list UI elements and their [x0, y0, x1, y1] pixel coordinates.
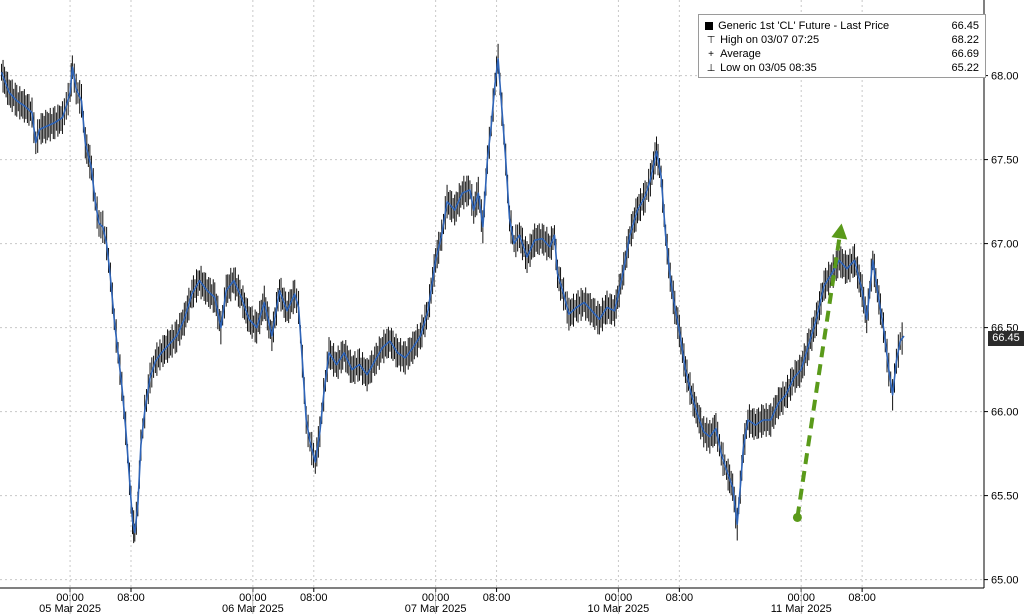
trend-arrow-head	[831, 223, 848, 240]
y-tick-label: 68.00	[991, 71, 1019, 83]
legend: Generic 1st 'CL' Future - Last Price 66.…	[698, 14, 986, 78]
legend-title-row: Generic 1st 'CL' Future - Last Price 66.…	[705, 19, 979, 33]
price-line	[0, 58, 905, 534]
low-icon: ⊥	[706, 63, 716, 74]
x-tick-time-label: 08:00	[300, 592, 328, 604]
y-tick-label: 67.00	[991, 239, 1019, 251]
legend-title-value: 66.45	[951, 20, 979, 32]
legend-low-value: 65.22	[951, 62, 979, 74]
legend-high-row: ⊤ High on 03/07 07:25 68.22	[705, 33, 979, 47]
trend-arrow-origin	[792, 512, 802, 522]
x-tick-time-label: 08:00	[666, 592, 694, 604]
high-icon: ⊤	[706, 35, 716, 46]
legend-high-value: 68.22	[951, 34, 979, 46]
y-tick-label: 65.00	[991, 575, 1019, 587]
legend-title: Generic 1st 'CL' Future - Last Price	[718, 20, 890, 32]
series-swatch-icon	[705, 22, 713, 30]
legend-low-label: Low on 03/05 08:35	[720, 62, 817, 74]
y-tick-label: 66.00	[991, 407, 1019, 419]
x-tick-time-label: 08:00	[848, 592, 876, 604]
legend-average-row: + Average 66.69	[705, 47, 979, 61]
legend-high-label: High on 03/07 07:25	[720, 34, 820, 46]
trend-arrow	[792, 223, 848, 522]
x-tick-time-label: 08:00	[483, 592, 511, 604]
average-icon: +	[708, 49, 714, 60]
trend-arrow-shaft	[795, 237, 842, 518]
legend-low-row: ⊥ Low on 03/05 08:35 65.22	[705, 61, 979, 75]
series-layer	[0, 43, 905, 544]
legend-average-value: 66.69	[951, 48, 979, 60]
x-tick-time-label: 08:00	[117, 592, 145, 604]
y-tick-label: 65.50	[991, 491, 1019, 503]
legend-average-label: Average	[720, 48, 761, 60]
last-price-tag: 66.45	[988, 331, 1024, 346]
y-tick-label: 67.50	[991, 155, 1019, 167]
